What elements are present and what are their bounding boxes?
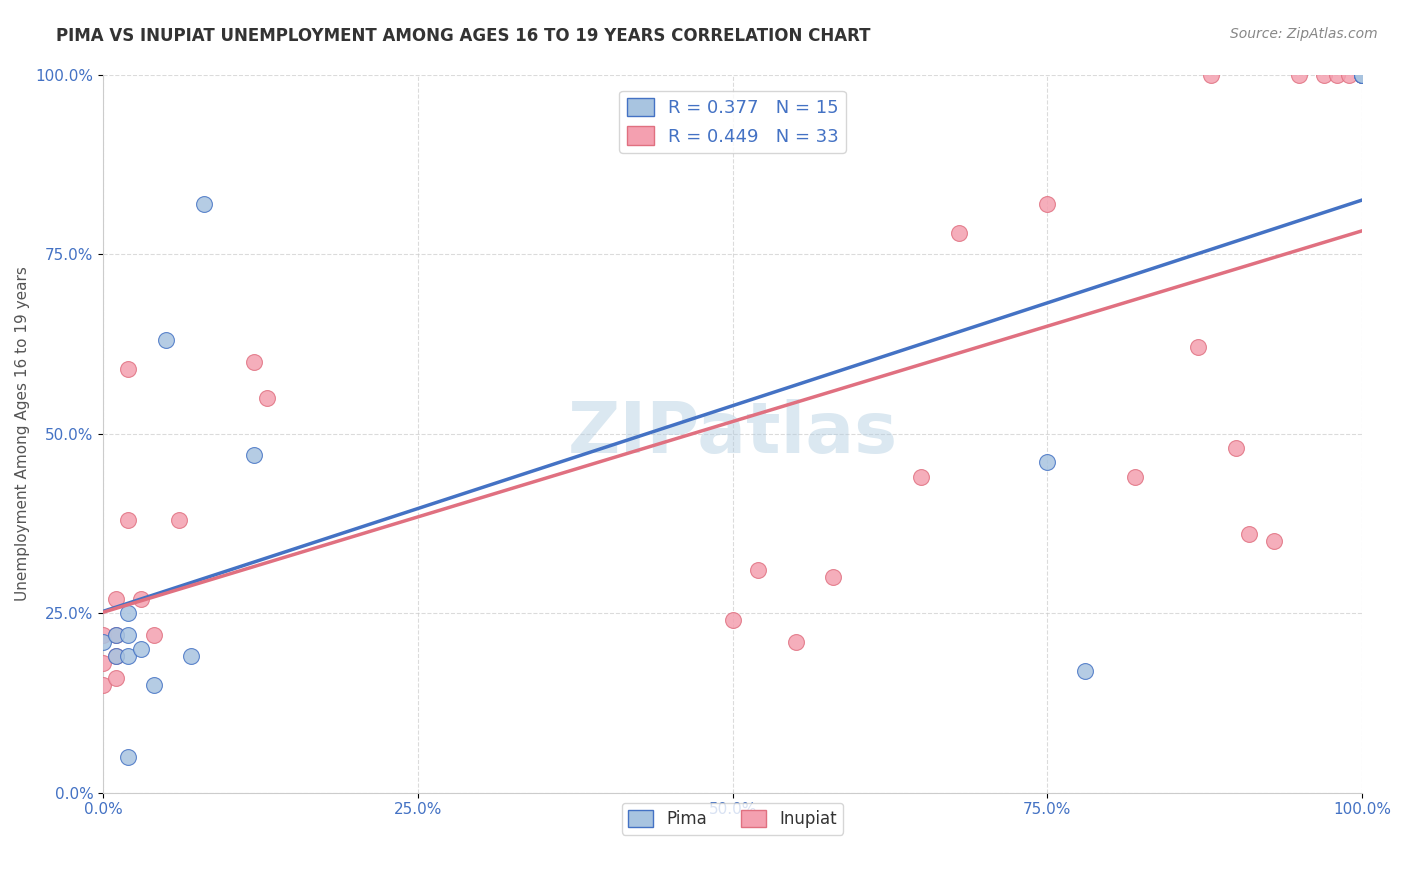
- Point: [142, 628, 165, 642]
- Text: Source: ZipAtlas.com: Source: ZipAtlas.com: [1230, 27, 1378, 41]
- Text: ZIPatlas: ZIPatlas: [568, 399, 897, 468]
- Point: [1351, 68, 1374, 82]
- Point: [243, 355, 266, 369]
- Point: [1351, 68, 1374, 82]
- Point: [747, 563, 769, 577]
- Point: [1313, 68, 1336, 82]
- Point: [1125, 469, 1147, 483]
- Point: [104, 649, 127, 664]
- Point: [1225, 441, 1247, 455]
- Point: [104, 591, 127, 606]
- Point: [91, 635, 114, 649]
- Point: [1263, 534, 1285, 549]
- Point: [1237, 527, 1260, 541]
- Point: [117, 749, 139, 764]
- Legend: Pima, Inupiat: Pima, Inupiat: [621, 803, 844, 835]
- Point: [155, 333, 177, 347]
- Point: [117, 628, 139, 642]
- Point: [1351, 68, 1374, 82]
- Point: [117, 606, 139, 620]
- Text: PIMA VS INUPIAT UNEMPLOYMENT AMONG AGES 16 TO 19 YEARS CORRELATION CHART: PIMA VS INUPIAT UNEMPLOYMENT AMONG AGES …: [56, 27, 870, 45]
- Y-axis label: Unemployment Among Ages 16 to 19 years: Unemployment Among Ages 16 to 19 years: [15, 266, 30, 601]
- Point: [1199, 68, 1222, 82]
- Point: [256, 391, 278, 405]
- Point: [129, 591, 152, 606]
- Point: [948, 226, 970, 240]
- Point: [129, 642, 152, 657]
- Point: [785, 635, 807, 649]
- Point: [117, 649, 139, 664]
- Point: [104, 628, 127, 642]
- Point: [243, 448, 266, 462]
- Point: [1326, 68, 1348, 82]
- Point: [1351, 68, 1374, 82]
- Point: [910, 469, 932, 483]
- Point: [104, 649, 127, 664]
- Point: [91, 628, 114, 642]
- Point: [1074, 664, 1097, 678]
- Point: [180, 649, 202, 664]
- Point: [91, 657, 114, 671]
- Point: [1036, 196, 1059, 211]
- Point: [193, 196, 215, 211]
- Point: [117, 513, 139, 527]
- Point: [1187, 340, 1209, 354]
- Point: [1036, 455, 1059, 469]
- Point: [823, 570, 845, 584]
- Point: [1339, 68, 1361, 82]
- Point: [117, 362, 139, 376]
- Point: [91, 678, 114, 692]
- Point: [104, 628, 127, 642]
- Point: [1288, 68, 1310, 82]
- Point: [142, 678, 165, 692]
- Point: [1351, 68, 1374, 82]
- Point: [167, 513, 190, 527]
- Point: [104, 671, 127, 685]
- Point: [721, 613, 744, 627]
